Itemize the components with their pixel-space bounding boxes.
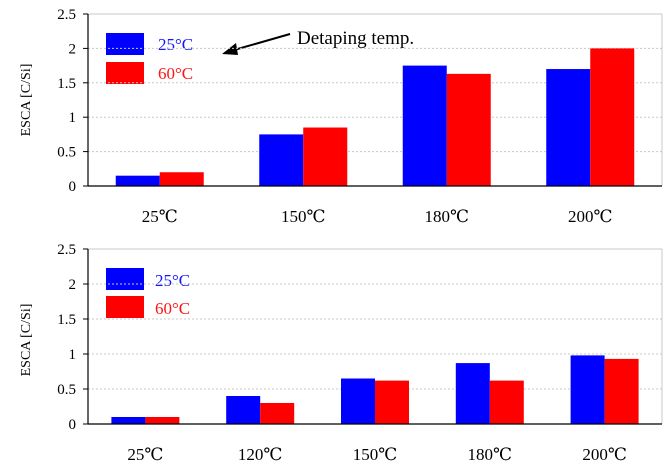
bottom-chart: ESCA [C/Si] 25°C 60°C (19, 268, 190, 376)
bottom-plot-marks: 0 0.5 1 1.5 2 2.5 25℃ 120℃ 150℃ 180℃ 200℃ (57, 242, 663, 464)
top-x-tick-label: 200℃ (568, 207, 613, 226)
top-plot-marks: 0 0.5 1 1.5 2 2.5 25℃ 150℃ 180℃ 200℃ (57, 7, 663, 226)
annotation-text: Detaping temp. (297, 28, 414, 49)
annotation-arrow (233, 33, 291, 51)
bottom-y-tick-label: 1 (69, 347, 77, 363)
top-legend-swatch-25c (106, 33, 144, 55)
top-bar-25c (402, 65, 447, 186)
top-legend-label-25c: 25°C (158, 35, 193, 54)
top-chart: ESCA [C/Si] 25°C 60°C Detaping temp. (19, 28, 414, 136)
bottom-legend-swatch-60c (106, 296, 144, 318)
bottom-x-tick-label: 120℃ (238, 445, 283, 464)
top-y-tick-label: 2.5 (57, 7, 76, 23)
bottom-y-tick-label: 0.5 (57, 382, 76, 398)
bottom-x-tick-label: 200℃ (582, 445, 627, 464)
top-y-tick-label: 2 (69, 41, 77, 57)
bottom-bar-25c (455, 363, 490, 424)
bottom-bar-60c (145, 417, 180, 424)
bottom-bar-25c (226, 396, 261, 424)
top-y-tick-label: 1.5 (57, 76, 76, 92)
bottom-legend: 25°C 60°C (106, 268, 190, 318)
bottom-bar-25c (570, 355, 605, 424)
top-legend-swatch-60c (106, 62, 144, 84)
bottom-bar-60c (375, 380, 409, 424)
annotation-arrowhead (222, 43, 238, 55)
bottom-x-tick-label: 150℃ (353, 445, 398, 464)
top-y-axis-label: ESCA [C/Si] (19, 64, 34, 137)
bottom-legend-label-60c: 60°C (155, 299, 190, 318)
top-y-tick-label: 1 (69, 110, 77, 126)
top-x-tick-label: 180℃ (424, 207, 469, 226)
bottom-bar-60c (260, 403, 295, 424)
top-x-tick-label: 150℃ (281, 207, 326, 226)
top-x-tick-label: 25℃ (142, 207, 178, 226)
bottom-legend-swatch-25c (106, 268, 144, 290)
bottom-y-axis-label: ESCA [C/Si] (19, 304, 34, 377)
top-bar-60c (159, 172, 204, 186)
top-bar-60c (446, 73, 491, 186)
top-bar-25c (259, 134, 304, 186)
bottom-bar-25c (111, 417, 146, 424)
top-bar-60c (303, 127, 348, 186)
bottom-x-tick-label: 180℃ (468, 445, 513, 464)
bottom-bar-25c (341, 378, 375, 424)
top-y-tick-label: 0 (69, 179, 77, 195)
top-legend: 25°C 60°C (106, 33, 193, 84)
top-bar-25c (115, 175, 160, 186)
bottom-y-tick-label: 2.5 (57, 242, 76, 258)
bottom-y-tick-label: 1.5 (57, 312, 76, 328)
bottom-x-tick-label: 25℃ (127, 445, 163, 464)
top-legend-label-60c: 60°C (158, 64, 193, 83)
top-y-tick-label: 0.5 (57, 145, 76, 161)
bottom-bar-60c (604, 358, 639, 424)
bottom-y-tick-label: 2 (69, 277, 77, 293)
top-bar-60c (590, 48, 635, 187)
top-bar-25c (546, 69, 591, 186)
bottom-bar-60c (489, 380, 524, 424)
top-annotation: Detaping temp. (222, 28, 414, 55)
bottom-y-tick-label: 0 (69, 417, 77, 433)
bottom-legend-label-25c: 25°C (155, 271, 190, 290)
